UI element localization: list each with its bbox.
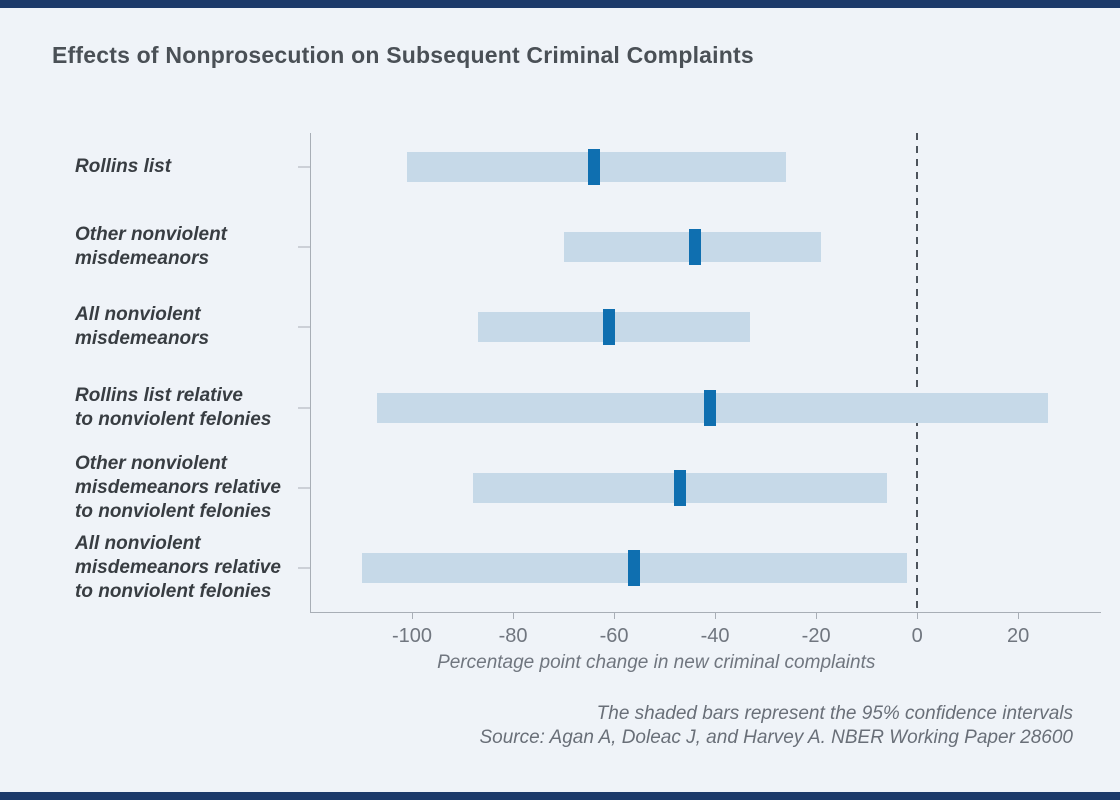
x-tick [412,612,414,619]
x-tick [917,612,919,619]
point-estimate-marker [628,550,641,586]
top-accent-bar [0,0,1120,8]
x-tick-label: -100 [392,625,433,647]
row-label: Rollins list relative to nonviolent felo… [75,384,272,430]
category-axis-labels: Rollins list Other nonviolent misdemeanor… [75,133,300,612]
x-tick-label: 0 [911,625,923,647]
category-tick [298,487,311,489]
x-tick [614,612,616,619]
row-label: Other nonviolent misdemeanors [75,224,227,270]
row-label: Other nonviolent misdemeanors relative t… [75,452,281,522]
x-tick [1018,612,1020,619]
zero-reference-line [916,133,919,612]
row-label: All nonviolent misdemeanors [75,304,210,350]
point-estimate-marker [603,309,616,346]
category-tick [298,166,311,168]
x-tick-label: -80 [498,625,528,647]
x-tick [715,612,717,619]
category-tick [298,246,311,248]
point-estimate-marker [704,389,717,426]
row-label: All nonviolent misdemeanors relative to … [75,533,281,602]
category-tick [298,407,311,409]
chart-footnote: The shaded bars represent the 95% confid… [479,702,1073,750]
x-tick [513,612,515,619]
x-tick-label: -60 [599,625,629,647]
x-tick-label: -40 [700,625,730,647]
category-tick [298,567,311,569]
point-estimate-marker [587,149,600,185]
x-tick-label: 20 [1007,625,1030,647]
x-tick-label: -20 [801,625,831,647]
point-estimate-marker [688,229,701,266]
footnote-note: The shaded bars represent the 95% confid… [596,703,1073,724]
category-tick [298,326,311,328]
point-estimate-marker [673,469,686,506]
chart-title: Effects of Nonprosecution on Subsequent … [52,42,754,68]
x-axis-label: Percentage point change in new criminal … [437,652,876,673]
footnote-source: Source: Agan A, Doleac J, and Harvey A. … [479,727,1073,748]
row-label: Rollins list [75,156,172,177]
bottom-accent-bar [0,792,1120,800]
plot-area: Percentage point change in new criminal … [298,133,1101,673]
x-tick [816,612,818,619]
